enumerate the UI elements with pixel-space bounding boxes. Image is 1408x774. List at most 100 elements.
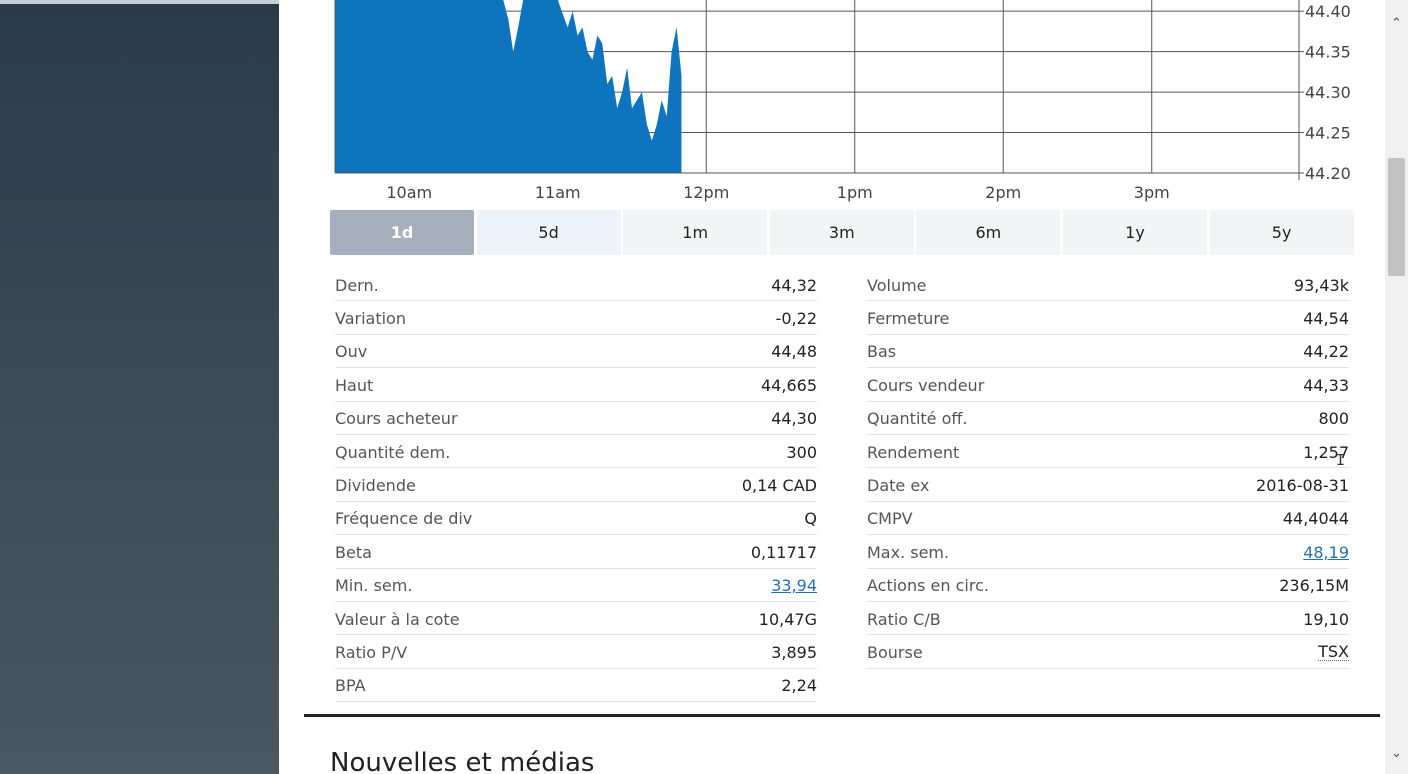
stat-label: Dividende bbox=[335, 476, 416, 496]
stat-label: Quantité off. bbox=[867, 409, 968, 429]
stat-value: 300 bbox=[786, 442, 817, 462]
stat-row: Cours vendeur 44,33 bbox=[867, 368, 1349, 402]
sidebar-top-edge bbox=[0, 0, 279, 4]
range-tabs: 1d 5d 1m 3m 6m 1y 5y bbox=[330, 210, 1355, 255]
stat-row: Actions en circ. 236,15M bbox=[867, 569, 1349, 602]
range-tab-5d[interactable]: 5d bbox=[476, 210, 621, 255]
stat-row: Variation -0,22 bbox=[335, 301, 817, 335]
stat-label: BPA bbox=[335, 676, 366, 696]
stat-value: 44,48 bbox=[771, 342, 817, 362]
stat-value: 1,257 bbox=[1303, 442, 1349, 462]
stat-label: CMPV bbox=[867, 509, 913, 529]
stat-label: Cours acheteur bbox=[335, 409, 458, 429]
stat-row: Cours acheteur 44,30 bbox=[335, 402, 817, 435]
stat-value: 236,15M bbox=[1279, 576, 1349, 596]
stat-label: Fréquence de div bbox=[335, 509, 473, 529]
stat-row: Volume 93,43k bbox=[867, 268, 1349, 302]
stat-value: 0,11717 bbox=[750, 542, 817, 562]
stat-value[interactable]: TSX bbox=[1318, 641, 1349, 661]
range-tab-1d[interactable]: 1d bbox=[330, 210, 474, 255]
chart-x-tick-label: 2pm bbox=[985, 183, 1021, 202]
stat-row: Rendement 1,257 bbox=[867, 435, 1349, 469]
stat-row: CMPV 44,4044 bbox=[867, 502, 1349, 536]
chart-y-tick-label: 44.20 bbox=[1305, 164, 1351, 183]
left-sidebar bbox=[0, 0, 279, 774]
stat-value-link[interactable]: 33,94 bbox=[771, 576, 817, 596]
stat-row: Valeur à la cote 10,47G bbox=[335, 602, 817, 636]
stat-value: 44,33 bbox=[1303, 375, 1349, 395]
stat-label: Min. sem. bbox=[335, 576, 413, 596]
stat-value: 44,22 bbox=[1303, 342, 1349, 362]
chart-y-tick-label: 44.25 bbox=[1305, 124, 1351, 143]
stat-value: 44,4044 bbox=[1282, 509, 1349, 529]
intraday-price-chart: 10am 11am 12pm 1pm 2pm 3pm 44.40 44.35 44.30 44.2… bbox=[279, 0, 1385, 205]
stat-row: Max. sem. 48,19 bbox=[867, 535, 1349, 569]
stat-label: Dern. bbox=[335, 275, 379, 295]
chart-svg: 10am 11am 12pm 1pm 2pm 3pm 44.40 44.35 44.30 44.2… bbox=[334, 0, 1351, 202]
chart-y-tick-label: 44.40 bbox=[1305, 2, 1351, 21]
page-scrollbar[interactable]: ⌃ ⌄ bbox=[1385, 0, 1408, 774]
stat-value: 3,895 bbox=[771, 642, 817, 662]
stat-value: Q bbox=[804, 509, 817, 529]
chart-x-tick-label: 11am bbox=[535, 183, 581, 202]
stat-value: 10,47G bbox=[758, 609, 817, 629]
stat-row: Fréquence de div Q bbox=[335, 502, 817, 536]
stat-label: Ratio C/B bbox=[867, 609, 941, 629]
stat-row: Ratio C/B 19,10 bbox=[867, 602, 1349, 636]
stat-value: 44,30 bbox=[771, 409, 817, 429]
chart-y-tick-label: 44.30 bbox=[1305, 83, 1351, 102]
stat-value: -0,22 bbox=[775, 309, 817, 329]
stat-label: Date ex bbox=[867, 476, 930, 496]
stat-value: 800 bbox=[1318, 409, 1349, 429]
stat-label: Max. sem. bbox=[867, 542, 950, 562]
chart-x-tick-label: 10am bbox=[386, 183, 432, 202]
stat-row: Dividende 0,14 CAD bbox=[335, 468, 817, 502]
stat-value: 0,14 CAD bbox=[741, 476, 817, 496]
chart-area-series bbox=[335, 0, 682, 173]
chart-x-tick-label: 1pm bbox=[837, 183, 873, 202]
scroll-thumb[interactable] bbox=[1388, 158, 1405, 276]
stat-row: Ouv 44,48 bbox=[335, 335, 817, 369]
range-tab-5y[interactable]: 5y bbox=[1209, 210, 1354, 255]
text-cursor-icon: I bbox=[1336, 451, 1346, 469]
stat-row: Date ex 2016-08-31 bbox=[867, 468, 1349, 502]
stat-value-link[interactable]: 48,19 bbox=[1303, 542, 1349, 562]
stat-value: 93,43k bbox=[1293, 275, 1349, 295]
stat-label: Quantité dem. bbox=[335, 442, 451, 462]
chevron-up-icon[interactable]: ⌃ bbox=[1391, 16, 1402, 31]
stat-value: 2,24 bbox=[781, 676, 817, 696]
stat-row: Ratio P/V 3,895 bbox=[335, 635, 817, 669]
stat-row: BPA 2,24 bbox=[335, 669, 817, 703]
stat-label: Valeur à la cote bbox=[335, 609, 460, 629]
stat-value: 19,10 bbox=[1303, 609, 1349, 629]
range-tab-1y[interactable]: 1y bbox=[1063, 210, 1207, 255]
stat-label: Bourse bbox=[867, 642, 923, 662]
stat-row: Haut 44,665 bbox=[335, 368, 817, 402]
stat-label: Volume bbox=[867, 275, 927, 295]
stat-label: Rendement bbox=[867, 442, 960, 462]
chart-x-tick-label: 12pm bbox=[683, 183, 729, 202]
stat-row: Quantité dem. 300 bbox=[335, 435, 817, 469]
chevron-down-icon[interactable]: ⌄ bbox=[1391, 746, 1402, 761]
range-tab-3m[interactable]: 3m bbox=[769, 210, 914, 255]
stat-value: 44,665 bbox=[761, 375, 817, 395]
section-divider bbox=[304, 714, 1380, 717]
stat-row: Quantité off. 800 bbox=[867, 402, 1349, 435]
stat-label: Fermeture bbox=[867, 309, 950, 329]
range-tab-6m[interactable]: 6m bbox=[916, 210, 1061, 255]
stat-value: 2016-08-31 bbox=[1256, 476, 1349, 496]
stat-value: 44,54 bbox=[1303, 309, 1349, 329]
stat-row: Min. sem. 33,94 bbox=[335, 569, 817, 602]
stat-label: Cours vendeur bbox=[867, 375, 985, 395]
stat-row: Dern. 44,32 bbox=[335, 268, 817, 302]
stat-label: Variation bbox=[335, 309, 406, 329]
chart-y-tick-label: 44.35 bbox=[1305, 43, 1351, 62]
range-tab-1m[interactable]: 1m bbox=[623, 210, 768, 255]
main-content: 10am 11am 12pm 1pm 2pm 3pm 44.40 44.35 44.30 44.2… bbox=[279, 0, 1385, 774]
stat-label: Ratio P/V bbox=[335, 642, 408, 662]
news-heading: Nouvelles et médias bbox=[330, 748, 595, 774]
stats-left-column: Dern. 44,32 Variation -0,22 Ouv 44,48 Haut 44,6… bbox=[335, 268, 817, 703]
stat-row: Bourse TSX bbox=[867, 635, 1349, 669]
stat-label: Bas bbox=[867, 342, 897, 362]
stat-row: Bas 44,22 bbox=[867, 335, 1349, 369]
